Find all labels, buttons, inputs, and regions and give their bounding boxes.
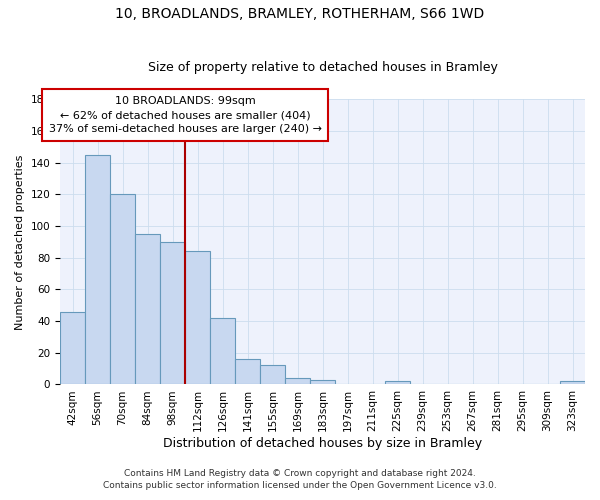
Text: 10 BROADLANDS: 99sqm
← 62% of detached houses are smaller (404)
37% of semi-deta: 10 BROADLANDS: 99sqm ← 62% of detached h…: [49, 96, 322, 134]
Bar: [185, 252, 210, 384]
Bar: [210, 318, 235, 384]
Title: Size of property relative to detached houses in Bramley: Size of property relative to detached ho…: [148, 62, 497, 74]
Bar: [135, 234, 160, 384]
Bar: [285, 378, 310, 384]
Bar: [85, 154, 110, 384]
Bar: [60, 312, 85, 384]
Bar: [385, 382, 410, 384]
Bar: [160, 242, 185, 384]
Text: Contains HM Land Registry data © Crown copyright and database right 2024.
Contai: Contains HM Land Registry data © Crown c…: [103, 468, 497, 490]
Bar: [310, 380, 335, 384]
Bar: [260, 366, 285, 384]
Y-axis label: Number of detached properties: Number of detached properties: [15, 154, 25, 330]
Bar: [560, 382, 585, 384]
Bar: [235, 359, 260, 384]
Bar: [110, 194, 135, 384]
X-axis label: Distribution of detached houses by size in Bramley: Distribution of detached houses by size …: [163, 437, 482, 450]
Text: 10, BROADLANDS, BRAMLEY, ROTHERHAM, S66 1WD: 10, BROADLANDS, BRAMLEY, ROTHERHAM, S66 …: [115, 8, 485, 22]
